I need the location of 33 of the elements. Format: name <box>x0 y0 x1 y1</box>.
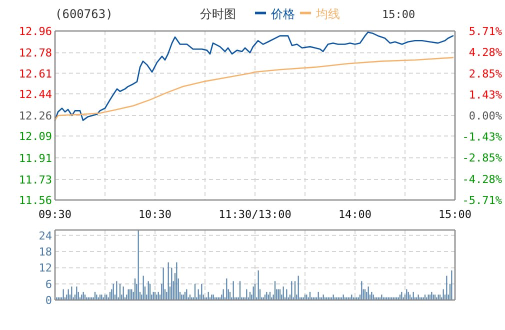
text: 0.00% <box>468 110 502 122</box>
x-tick-label: 11:30/13:00 <box>218 208 292 221</box>
y-tick-label: 12.78 <box>18 46 52 60</box>
text: -2.85% <box>462 152 502 165</box>
text: -5.71% <box>462 194 502 207</box>
y-tick-label: 11.56 <box>18 194 52 207</box>
y-tick-label: 12.44 <box>18 88 52 101</box>
y-tick-label: 0 <box>45 294 52 307</box>
y-tick-label: 12.61 <box>18 67 52 80</box>
x-tick-label: 09:30 <box>38 208 72 221</box>
x-tick-label: 15:00 <box>438 208 472 221</box>
legend-label: 均线 <box>315 7 340 21</box>
legend-label: 价格 <box>270 7 295 21</box>
x-tick-label: 10:30 <box>138 208 172 221</box>
chart-title: (600763) <box>55 7 113 21</box>
y-tick-label: 12.96 <box>18 25 52 38</box>
y-tick-label: 12.26 <box>18 110 52 122</box>
y-tick-label: 12 <box>38 262 52 275</box>
text: -4.28% <box>462 172 502 186</box>
chart-subtitle: 分时图 <box>200 7 236 21</box>
y-tick-label: 18 <box>38 246 52 259</box>
text: -1.43% <box>462 130 502 144</box>
y-tick-label: 24 <box>38 229 52 242</box>
y-tick-label: 12.09 <box>18 130 52 144</box>
text: 1.43% <box>468 88 502 102</box>
y-tick-label: 11.91 <box>18 152 52 165</box>
text: 2.85% <box>468 67 502 80</box>
text: 5.71% <box>468 25 502 38</box>
y-tick-label: 11.73 <box>18 173 52 186</box>
x-tick-label: 14:00 <box>338 208 372 221</box>
y-tick-label: 6 <box>45 278 52 291</box>
text: 15:00 <box>382 8 416 21</box>
text: 4.28% <box>468 46 502 60</box>
